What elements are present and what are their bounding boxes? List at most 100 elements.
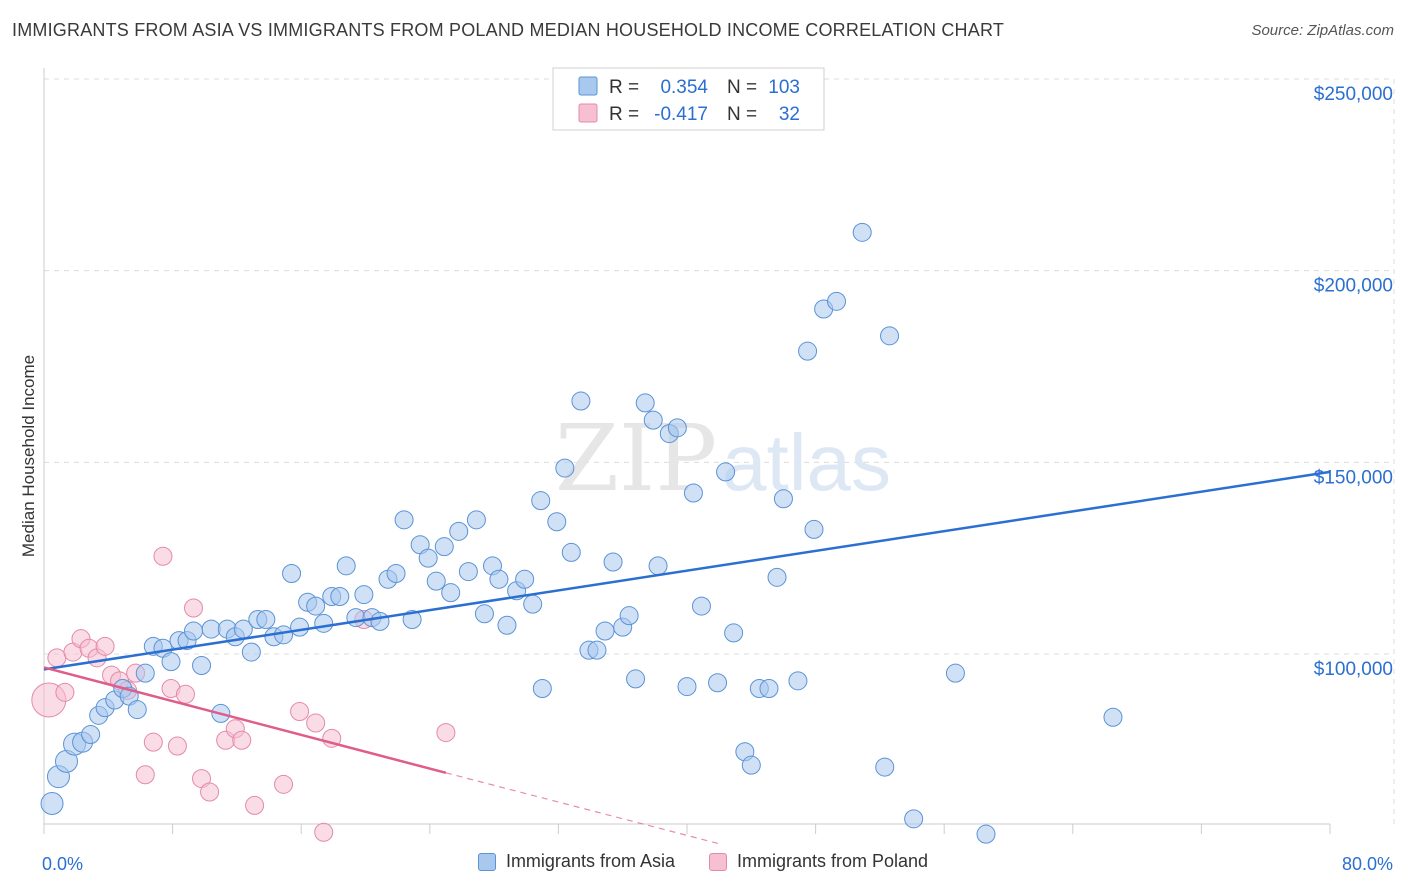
poland-point-16: [167, 736, 187, 756]
watermark: ZIP atlas: [555, 405, 891, 512]
asia-point-38: [346, 608, 366, 628]
asia-point-36: [330, 587, 350, 606]
asia-point-73: [626, 669, 646, 689]
asia-point-48: [426, 571, 446, 591]
x-tick-label-min: 0.0%: [42, 854, 83, 874]
asia-point-69: [595, 621, 615, 641]
asia-point-56: [489, 569, 509, 589]
poland-point-24: [245, 795, 265, 815]
y-tick-label-3: $250,000: [1314, 84, 1393, 105]
asia-point-15: [161, 652, 181, 672]
asia-point-88: [759, 679, 779, 698]
asia-point-39: [354, 585, 374, 605]
asia-point-30: [282, 564, 302, 583]
asia-point-102: [1103, 707, 1123, 727]
asia-point-92: [798, 341, 818, 361]
poland-n-value: 32: [779, 104, 800, 125]
asia-n-value: 103: [768, 77, 800, 98]
legend-swatch-asia: [477, 852, 496, 871]
asia-point-11: [127, 700, 147, 720]
poland-r-label: R =: [609, 104, 639, 125]
asia-point-61: [531, 491, 551, 511]
grid-lines: [44, 78, 1395, 824]
poland-point-26: [290, 702, 310, 721]
asia-point-53: [466, 510, 486, 530]
poland-swatch: [578, 103, 598, 123]
poland-trend-line: [43, 666, 447, 775]
asia-point-18: [183, 621, 203, 641]
asia-point-5: [81, 725, 101, 744]
asia-point-44: [394, 510, 414, 530]
asia-r-value: 0.354: [660, 77, 708, 98]
asia-point-76: [648, 556, 668, 576]
asia-point-100: [945, 663, 965, 683]
legend-item-poland[interactable]: Immigrants from Poland: [708, 851, 929, 872]
asia-point-47: [418, 548, 438, 568]
asia-point-54: [474, 604, 494, 624]
asia-point-29: [274, 625, 294, 645]
asia-point-89: [767, 567, 787, 587]
asia-point-49: [434, 537, 454, 557]
asia-point-84: [724, 623, 744, 643]
asia-point-75: [643, 410, 663, 430]
asia-point-33: [306, 596, 326, 616]
stats-legend-box: [552, 67, 825, 131]
asia-point-68: [587, 640, 607, 660]
asia-point-12: [135, 663, 155, 683]
asia-point-91: [788, 671, 808, 691]
asia-point-74: [635, 393, 655, 413]
poland-point-2: [55, 682, 75, 702]
asia-points: [40, 222, 1123, 844]
asia-point-52: [458, 562, 478, 582]
legend-label-poland: Immigrants from Poland: [736, 851, 929, 871]
y-tick-label-2: $200,000: [1314, 276, 1393, 297]
poland-n-label: N =: [727, 104, 757, 125]
asia-point-34: [314, 613, 334, 633]
watermark-atlas: atlas: [722, 418, 891, 507]
asia-point-86: [741, 755, 761, 775]
asia-point-25: [241, 642, 261, 662]
y-axis-label: Median Household Income: [19, 355, 38, 557]
asia-point-20: [201, 619, 221, 639]
poland-point-13: [143, 732, 163, 752]
poland-point-1: [47, 648, 67, 668]
asia-point-65: [561, 542, 581, 562]
asia-point-97: [875, 757, 895, 777]
asia-point-81: [691, 596, 711, 616]
poland-point-14: [153, 546, 173, 566]
asia-point-57: [497, 615, 517, 635]
asia-point-31: [290, 617, 310, 637]
asia-point-37: [336, 556, 356, 576]
legend-label-asia: Immigrants from Asia: [505, 851, 675, 871]
asia-point-60: [523, 594, 543, 614]
asia-point-78: [667, 418, 687, 438]
poland-point-7: [95, 636, 115, 656]
stats-legend: R = 0.354 N = 103 R = -0.417 N = 32: [552, 67, 825, 131]
legend-item-asia[interactable]: Immigrants from Asia: [477, 851, 675, 872]
asia-point-98: [880, 326, 900, 346]
asia-point-95: [826, 291, 846, 311]
asia-point-27: [256, 610, 276, 629]
tick-labels: $100,000 $150,000 $200,000 $250,000 0.0% 80.0…: [42, 84, 1393, 874]
asia-point-101: [976, 824, 996, 844]
poland-point-28: [314, 822, 334, 842]
poland-r-value: -0.417: [654, 104, 708, 125]
asia-point-62: [532, 679, 552, 698]
poland-point-17: [175, 684, 195, 704]
asia-point-83: [716, 462, 736, 482]
asia-point-45: [402, 610, 422, 629]
x-tick-label-max: 80.0%: [1342, 854, 1393, 874]
source-credit: Source: ZipAtlas.com: [1251, 22, 1394, 39]
asia-point-64: [555, 458, 575, 478]
asia-point-0: [40, 792, 64, 815]
asia-point-43: [386, 564, 406, 583]
poland-point-12: [135, 765, 155, 785]
asia-point-59: [515, 569, 535, 589]
legend-swatch-poland: [708, 852, 727, 871]
asia-point-70: [603, 552, 623, 572]
asia-point-72: [619, 606, 639, 626]
poland-points: [31, 546, 456, 842]
asia-trend-line: [43, 470, 1331, 671]
asia-point-90: [773, 489, 793, 509]
